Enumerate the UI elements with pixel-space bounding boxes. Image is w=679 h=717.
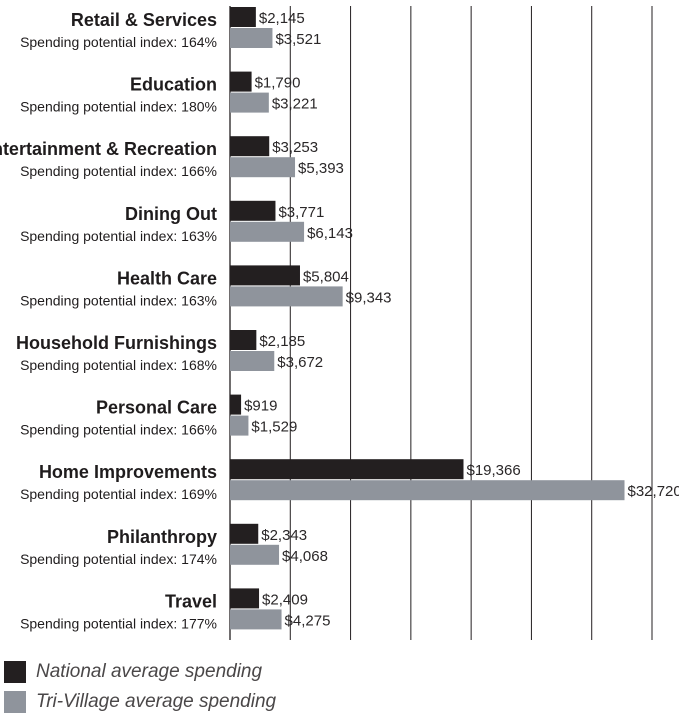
category-name: Travel bbox=[165, 591, 217, 611]
data-label-national: $1,790 bbox=[255, 75, 301, 92]
data-label-trivillage: $4,068 bbox=[282, 548, 328, 565]
data-label-national: $2,145 bbox=[259, 10, 305, 27]
data-label-national: $2,343 bbox=[261, 527, 307, 544]
category-name: Household Furnishings bbox=[16, 333, 217, 353]
category-name: Dining Out bbox=[125, 204, 217, 224]
spending-index-label: Spending potential index: 177% bbox=[20, 615, 217, 631]
data-label-trivillage: $9,343 bbox=[346, 289, 392, 306]
bars: $2,145 $3,521 $1,790 $3,221 $3,253 $5,393 $3,7… bbox=[230, 7, 679, 630]
legend: National average spending Tri-Village av… bbox=[4, 657, 276, 717]
spending-index-label: Spending potential index: 180% bbox=[20, 99, 217, 115]
category-name: Entertainment & Recreation bbox=[0, 139, 217, 159]
bar-trivillage bbox=[230, 28, 273, 48]
bar-trivillage bbox=[230, 609, 282, 630]
bar-trivillage bbox=[230, 221, 305, 242]
bar-trivillage bbox=[230, 480, 625, 501]
data-label-trivillage: $5,393 bbox=[298, 160, 344, 177]
spending-index-label: Spending potential index: 174% bbox=[20, 551, 217, 567]
spending-index-label: Spending potential index: 166% bbox=[20, 422, 217, 438]
spending-index-label: Spending potential index: 163% bbox=[20, 292, 217, 308]
bar-trivillage bbox=[230, 351, 275, 371]
data-label-national: $2,185 bbox=[259, 333, 305, 350]
legend-item-national: National average spending bbox=[4, 657, 276, 687]
bar-trivillage bbox=[230, 92, 269, 113]
legend-label-national: National average spending bbox=[36, 661, 263, 682]
bar-national bbox=[230, 265, 300, 286]
category-labels: Retail & Services Spending potential inde… bbox=[0, 10, 217, 631]
legend-swatch-trivillage bbox=[4, 691, 26, 713]
bar-chart: $2,145 $3,521 $1,790 $3,221 $3,253 $5,393 $3,7… bbox=[0, 6, 679, 640]
category-name: Philanthropy bbox=[107, 527, 217, 547]
spending-index-label: Spending potential index: 169% bbox=[20, 486, 217, 502]
data-label-national: $3,253 bbox=[272, 139, 318, 156]
category-name: Retail & Services bbox=[71, 10, 217, 30]
data-label-trivillage: $1,529 bbox=[251, 419, 297, 436]
bar-trivillage bbox=[230, 544, 280, 565]
category-name: Home Improvements bbox=[39, 462, 217, 482]
data-label-trivillage: $32,720 bbox=[628, 483, 679, 500]
data-label-national: $5,804 bbox=[303, 268, 349, 285]
bar-national bbox=[230, 523, 259, 544]
spending-index-label: Spending potential index: 166% bbox=[20, 163, 217, 179]
bar-national bbox=[230, 136, 270, 157]
bar-trivillage bbox=[230, 157, 296, 178]
data-label-trivillage: $3,521 bbox=[275, 31, 321, 48]
spending-index-label: Spending potential index: 163% bbox=[20, 228, 217, 244]
category-name: Personal Care bbox=[96, 398, 217, 418]
data-label-national: $919 bbox=[244, 398, 277, 415]
category-name: Education bbox=[130, 75, 217, 95]
data-label-trivillage: $4,275 bbox=[285, 612, 331, 629]
bar-national bbox=[230, 588, 260, 609]
category-name: Health Care bbox=[117, 268, 217, 288]
data-label-trivillage: $3,221 bbox=[272, 96, 318, 113]
bar-trivillage bbox=[230, 286, 343, 307]
data-label-trivillage: $6,143 bbox=[307, 225, 353, 242]
legend-item-trivillage: Tri-Village average spending bbox=[4, 687, 276, 717]
legend-swatch-national bbox=[4, 661, 26, 683]
bar-national bbox=[230, 71, 252, 92]
bar-national bbox=[230, 7, 256, 27]
data-label-national: $2,409 bbox=[262, 591, 308, 608]
bar-national bbox=[230, 200, 276, 221]
data-label-national: $19,366 bbox=[466, 462, 520, 479]
bar-national bbox=[230, 330, 257, 350]
bar-national bbox=[230, 459, 464, 480]
bar-national bbox=[230, 394, 242, 415]
spending-index-label: Spending potential index: 164% bbox=[20, 34, 217, 50]
data-label-trivillage: $3,672 bbox=[277, 354, 323, 371]
bar-trivillage bbox=[230, 415, 249, 436]
legend-label-trivillage: Tri-Village average spending bbox=[36, 691, 277, 712]
spending-index-label: Spending potential index: 168% bbox=[20, 357, 217, 373]
data-label-national: $3,771 bbox=[278, 204, 324, 221]
